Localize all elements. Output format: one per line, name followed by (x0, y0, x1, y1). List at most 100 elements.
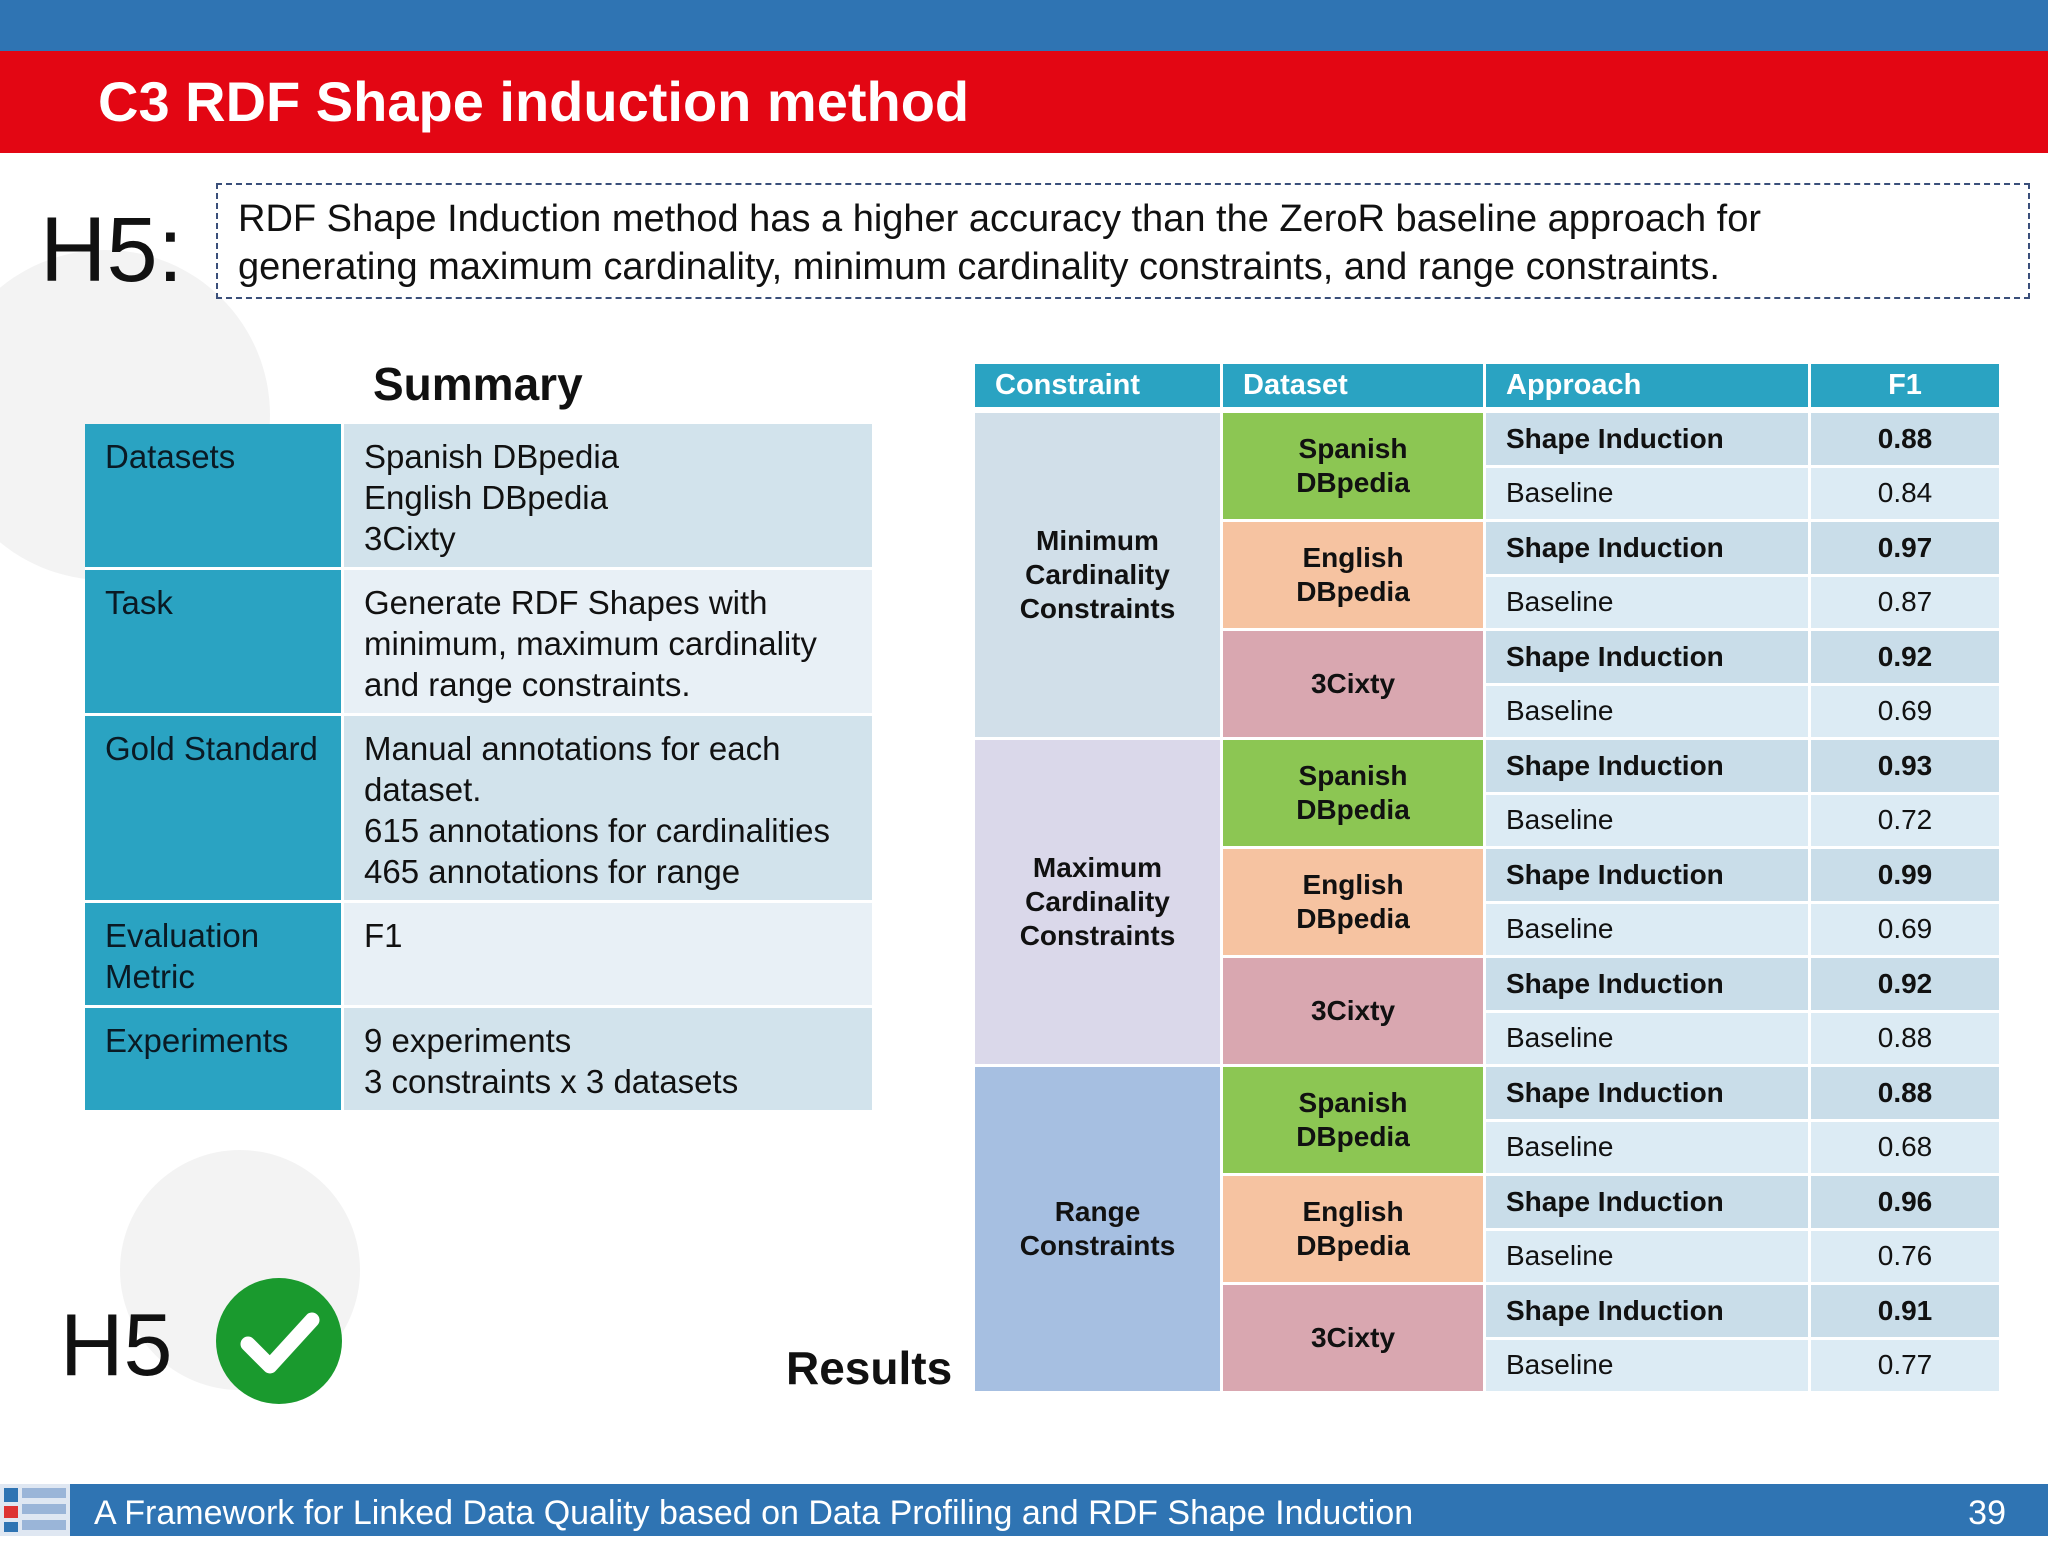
approach-cell: Shape Induction (1486, 413, 1811, 468)
summary-value-line: 615 annotations for cardinalities (364, 812, 830, 849)
f1-cell: 0.92 (1811, 958, 1999, 1013)
summary-value-line: Generate RDF Shapes with (364, 584, 768, 621)
summary-row: Gold Standard Manual annotations for each… (85, 716, 872, 903)
dataset-cell: 3Cixty (1223, 631, 1486, 740)
check-circle-icon (216, 1278, 342, 1404)
summary-value-line: English DBpedia (364, 479, 608, 516)
dataset-line: 3Cixty (1310, 1322, 1396, 1353)
constraint-line: Cardinality (1025, 559, 1170, 590)
constraint-line: Minimum (1036, 525, 1159, 556)
constraint-line: Maximum (1032, 852, 1163, 883)
summary-title: Summary (373, 358, 583, 410)
results-row: Baseline 0.69 (975, 685, 1999, 740)
constraint-line: Constraints (1019, 593, 1176, 624)
dataset-line: English (1302, 542, 1404, 573)
results-row: Baseline 0.77 (975, 1339, 1999, 1394)
approach-cell: Shape Induction (1486, 1067, 1811, 1122)
f1-cell: 0.88 (1811, 1067, 1999, 1122)
dataset-cell: Spanish DBpedia (1223, 740, 1486, 849)
summary-value-line: minimum, maximum cardinality (364, 625, 817, 662)
dataset-line: DBpedia (1296, 467, 1410, 498)
approach-cell: Baseline (1486, 1230, 1811, 1285)
summary-key: Task (85, 570, 344, 716)
summary-value: Manual annotations for each dataset. 615 a… (344, 716, 872, 903)
results-row: Maximum Cardinality Constraints Spanish DBpe… (975, 740, 1999, 1067)
f1-cell: 0.87 (1811, 576, 1999, 631)
results-row: Baseline 0.68 (975, 1121, 1999, 1176)
f1-cell: 0.77 (1811, 1339, 1999, 1394)
approach-cell: Baseline (1486, 1121, 1811, 1176)
f1-cell: 0.69 (1811, 903, 1999, 958)
constraint-line: Cardinality (1025, 886, 1170, 917)
summary-key: Experiments (85, 1008, 344, 1113)
constraint-line: Constraints (1019, 1230, 1176, 1261)
results-header-cell: F1 (1811, 364, 1999, 413)
constraint-cell: Range Constraints (975, 1067, 1223, 1394)
summary-value-line: dataset. (364, 771, 482, 808)
verdict-label: H5 (60, 1295, 173, 1394)
results-row: English DBpedia Shape Induction 0.97 (975, 522, 1999, 631)
approach-cell: Baseline (1486, 903, 1811, 958)
results-row: 3Cixty Shape Induction 0.92 (975, 958, 1999, 1067)
dataset-line: Spanish (1298, 433, 1408, 464)
results-row: English DBpedia Shape Induction 0.96 (975, 1176, 1999, 1285)
hypothesis-box: RDF Shape Induction method has a higher … (216, 183, 2030, 299)
dataset-line: 3Cixty (1310, 995, 1396, 1026)
summary-value: Spanish DBpedia English DBpedia 3Cixty (344, 424, 872, 570)
summary-key: Gold Standard (85, 716, 344, 903)
summary-row: Task Generate RDF Shapes with minimum, max… (85, 570, 872, 716)
summary-key-line: Metric (105, 958, 195, 995)
top-strip (0, 0, 2048, 51)
dataset-line: Spanish (1298, 760, 1408, 791)
results-row: Baseline 0.76 (975, 1230, 1999, 1285)
hypothesis-text: RDF Shape Induction method has a higher … (238, 195, 1998, 291)
dataset-cell: English DBpedia (1223, 522, 1486, 631)
approach-cell: Baseline (1486, 576, 1811, 631)
ontology-group-logo-icon (0, 1484, 70, 1536)
summary-value-line: 9 experiments (364, 1022, 572, 1059)
results-table: Constraint Dataset Approach F1 Minimum Cardin… (975, 364, 1999, 1394)
summary-key: Datasets (85, 424, 344, 570)
summary-value: Generate RDF Shapes with minimum, maximum… (344, 570, 872, 716)
approach-cell: Shape Induction (1486, 849, 1811, 904)
summary-row: Experiments 9 experiments 3 constraints x … (85, 1008, 872, 1113)
results-row: English DBpedia Shape Induction 0.99 (975, 849, 1999, 958)
results-row: 3Cixty Shape Induction 0.91 (975, 1285, 1999, 1394)
constraint-cell: Maximum Cardinality Constraints (975, 740, 1223, 1067)
summary-value-line: 3Cixty (364, 520, 456, 557)
results-row: 3Cixty Shape Induction 0.92 (975, 631, 1999, 740)
approach-cell: Baseline (1486, 685, 1811, 740)
results-row: Baseline 0.84 (975, 467, 1999, 522)
footer: A Framework for Linked Data Quality base… (0, 1484, 2048, 1536)
approach-cell: Shape Induction (1486, 1285, 1811, 1340)
footer-text: A Framework for Linked Data Quality base… (94, 1494, 1414, 1532)
summary-row: Datasets Spanish DBpedia English DBpedia 3C… (85, 424, 872, 570)
dataset-line: DBpedia (1296, 903, 1410, 934)
dataset-cell: 3Cixty (1223, 958, 1486, 1067)
hypothesis-line: RDF Shape Induction method has a higher … (238, 198, 1762, 240)
summary-key-line: Evaluation (105, 917, 260, 954)
dataset-cell: English DBpedia (1223, 1176, 1486, 1285)
dataset-line: DBpedia (1296, 1230, 1410, 1261)
results-header-cell: Constraint (975, 364, 1223, 413)
constraint-cell: Minimum Cardinality Constraints (975, 413, 1223, 740)
approach-cell: Shape Induction (1486, 631, 1811, 686)
dataset-cell: Spanish DBpedia (1223, 413, 1486, 522)
f1-cell: 0.69 (1811, 685, 1999, 740)
results-row: Baseline 0.88 (975, 1012, 1999, 1067)
summary-value-line: and range constraints. (364, 666, 691, 703)
results-row: Minimum Cardinality Constraints Spanish DBpe… (975, 413, 1999, 740)
summary-value-line: Manual annotations for each (364, 730, 781, 767)
summary-value-line: 3 constraints x 3 datasets (364, 1063, 739, 1100)
results-row: Baseline 0.69 (975, 903, 1999, 958)
dataset-line: DBpedia (1296, 794, 1410, 825)
approach-cell: Baseline (1486, 1339, 1811, 1394)
f1-cell: 0.91 (1811, 1285, 1999, 1340)
dataset-line: English (1302, 869, 1404, 900)
summary-value-line: Spanish DBpedia (364, 438, 620, 475)
f1-cell: 0.96 (1811, 1176, 1999, 1231)
title-bar: C3 RDF Shape induction method (0, 51, 2048, 153)
summary-value: 9 experiments 3 constraints x 3 datasets (344, 1008, 872, 1113)
results-label: Results (786, 1342, 953, 1394)
results-row: Baseline 0.72 (975, 794, 1999, 849)
